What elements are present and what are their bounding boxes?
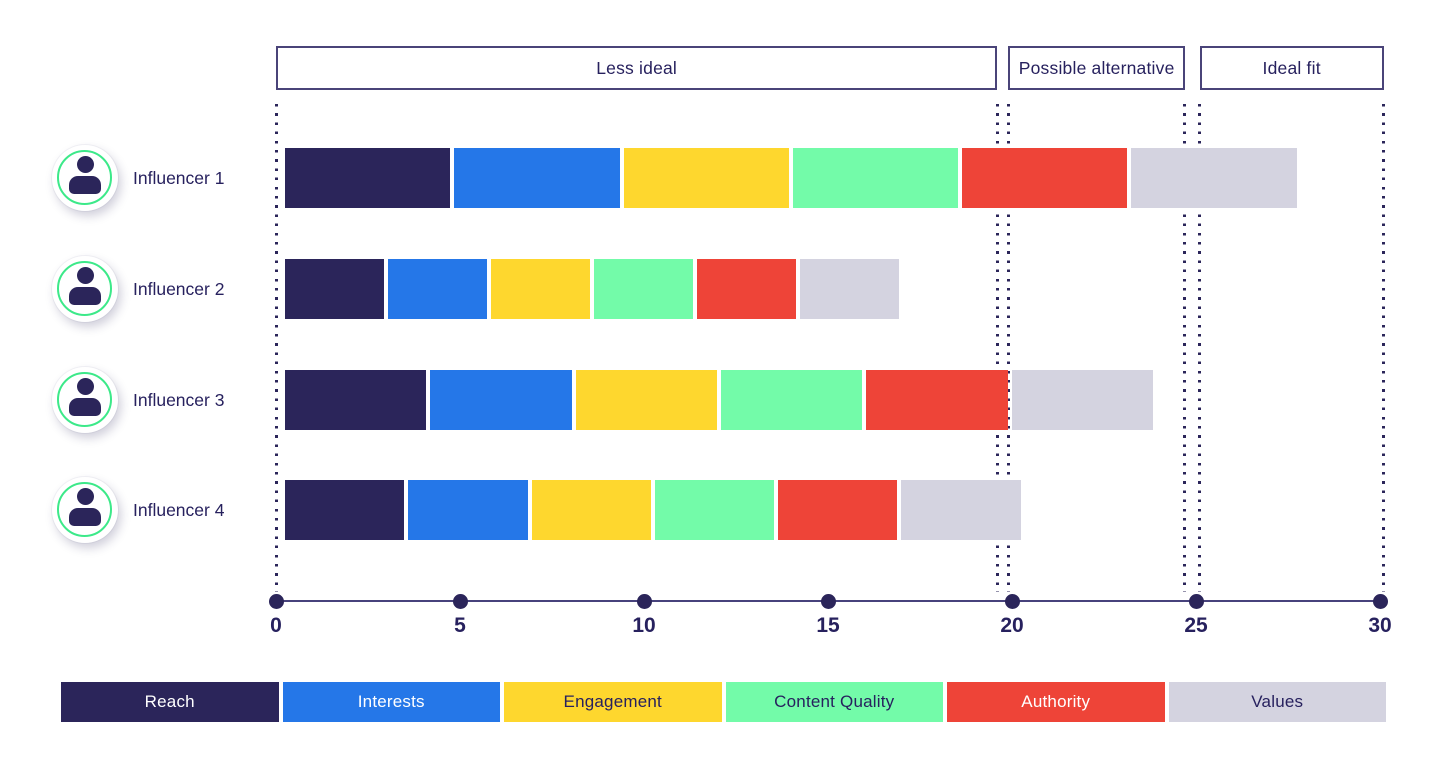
axis-tick-label: 25 (1184, 614, 1208, 637)
bar-segment-interests (454, 148, 620, 208)
axis-tick-dot (1004, 593, 1020, 609)
bar-segment-content-quality (721, 370, 863, 430)
row-label: Influencer 1 (133, 168, 225, 188)
bar-segment-authority (962, 148, 1128, 208)
legend-item-values: Values (1168, 682, 1386, 722)
zone-box-less-ideal: Less ideal (276, 46, 998, 90)
bar-segment-interests (408, 480, 528, 540)
avatar-ring (57, 482, 112, 537)
zone-edge-dotted-guide (1183, 104, 1187, 592)
avatar (52, 145, 118, 211)
influencer-row: Influencer 4 (0, 477, 1440, 543)
avatar (52, 256, 118, 322)
person-body (69, 508, 101, 526)
bar-segment-values (1131, 148, 1297, 208)
person-head (76, 156, 94, 173)
zone-edge-dotted-guide (1006, 104, 1010, 592)
bar-segment-interests (430, 370, 572, 430)
axis-tick-label: 10 (632, 614, 656, 637)
stacked-bar (285, 148, 1301, 208)
avatar-ring (57, 261, 112, 316)
person-head (76, 378, 94, 395)
axis-tick-dot (1372, 593, 1388, 609)
axis-tick-dot (268, 593, 284, 609)
legend-item-engagement: Engagement (504, 682, 722, 722)
axis-tick-dot (1188, 593, 1204, 609)
axis-tick-label: 15 (816, 614, 840, 637)
zone-label: Ideal fit (1262, 57, 1321, 78)
axis-tick-dot (636, 593, 652, 609)
person-head (76, 488, 94, 505)
person-body (69, 287, 101, 305)
bar-segment-engagement (575, 370, 718, 430)
zone-edge-dotted-guide (1198, 104, 1202, 592)
bar-segment-engagement (623, 148, 789, 208)
bar-segment-content-quality (594, 259, 694, 319)
zone-edge-dotted-guide (995, 104, 999, 592)
legend-item-reach: Reach (61, 682, 279, 722)
bar-segment-values (901, 480, 1021, 540)
bar-segment-values (800, 259, 900, 319)
axis-tick-label: 20 (1000, 614, 1024, 637)
bar-segment-reach (285, 148, 451, 208)
axis-tick-label: 30 (1368, 614, 1392, 637)
bar-segment-values (1011, 370, 1154, 430)
person-body (69, 176, 101, 194)
avatar-ring (57, 372, 112, 427)
bar-segment-engagement (491, 259, 591, 319)
zone-box-ideal-fit: Ideal fit (1199, 46, 1384, 90)
zone-box-possible-alternative: Possible alternative (1008, 46, 1185, 90)
zone-edge-dotted-guide (1382, 104, 1386, 592)
axis-tick-dot (452, 593, 468, 609)
axis-tick-label: 5 (454, 614, 466, 637)
legend: Reach Interests Engagement Content Quality A… (61, 682, 1386, 722)
avatar (52, 367, 118, 433)
person-head (76, 267, 94, 284)
bar-segment-reach (285, 259, 385, 319)
legend-item-content-quality: Content Quality (725, 682, 943, 722)
legend-item-interests: Interests (282, 682, 500, 722)
bar-segment-authority (778, 480, 898, 540)
bar-segment-interests (388, 259, 488, 319)
bar-segment-content-quality (792, 148, 959, 208)
row-label: Influencer 3 (133, 390, 225, 410)
person-body (69, 398, 101, 416)
zone-label: Possible alternative (1018, 57, 1175, 78)
avatar-ring (57, 150, 112, 205)
stacked-bar (285, 370, 1157, 430)
influencer-row: Influencer 3 (0, 367, 1440, 433)
bar-segment-reach (285, 370, 427, 430)
zone-label: Less ideal (596, 57, 678, 78)
legend-item-authority: Authority (947, 682, 1165, 722)
row-label: Influencer 4 (133, 500, 225, 520)
axis-tick-label: 0 (270, 614, 282, 637)
axis-tick-dot (820, 593, 836, 609)
bar-segment-reach (285, 480, 405, 540)
stacked-bar (285, 480, 1025, 540)
bar-segment-engagement (531, 480, 651, 540)
influencer-row: Influencer 2 (0, 256, 1440, 322)
zone-edge-dotted-guide (274, 104, 278, 592)
influencer-row: Influencer 1 (0, 145, 1440, 211)
avatar (52, 477, 118, 543)
stacked-bar (285, 259, 903, 319)
row-label: Influencer 2 (133, 279, 225, 299)
bar-segment-authority (697, 259, 797, 319)
bar-segment-authority (866, 370, 1008, 430)
bar-segment-content-quality (654, 480, 775, 540)
